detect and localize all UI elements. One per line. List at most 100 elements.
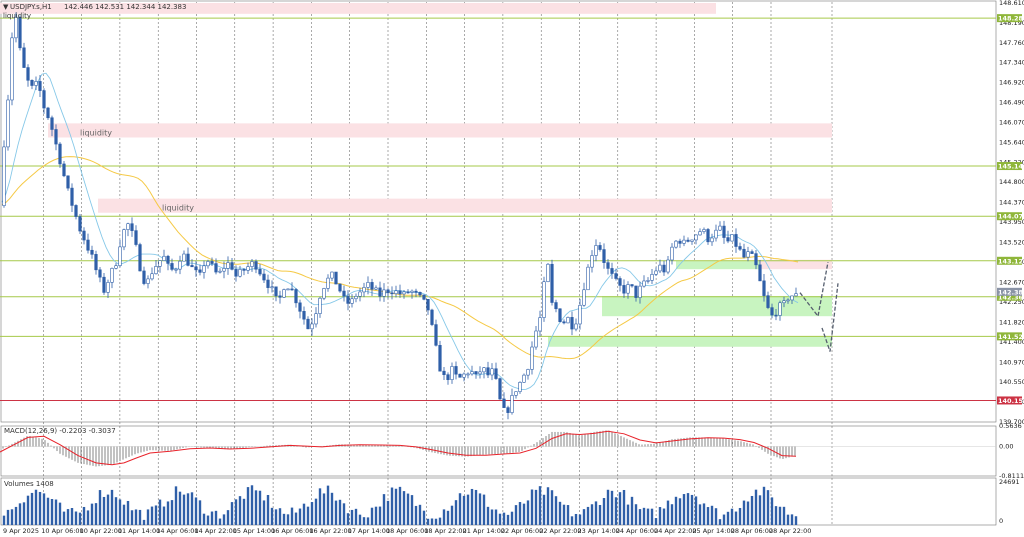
candle [202, 265, 206, 273]
time-label: 22 Apr 22:00 [539, 527, 581, 535]
time-label: 22 Apr 06:00 [501, 527, 543, 535]
candle [774, 314, 778, 317]
volume-bar [758, 495, 762, 525]
volume-bar [642, 507, 646, 525]
volume-bar [690, 494, 694, 525]
level-tag-label: 148.288 [998, 15, 1024, 23]
volume-bar [218, 518, 222, 525]
volume-bar [766, 490, 770, 525]
candle [602, 249, 606, 263]
candle [210, 261, 214, 264]
liquidity-top-label: liquidity [3, 12, 31, 20]
level-tag [997, 396, 1022, 405]
volume-bar [614, 497, 618, 525]
volume-bar [582, 509, 586, 525]
supply-zone [0, 3, 716, 14]
volume-bar [542, 494, 546, 525]
candle [50, 117, 54, 130]
volume-bar [286, 514, 290, 525]
volume-bar [162, 506, 166, 525]
volume-bar [734, 511, 738, 525]
candle [78, 216, 82, 232]
volume-bar [282, 513, 286, 525]
candle [450, 366, 454, 380]
candle [262, 273, 266, 281]
candle [650, 274, 654, 281]
candle [246, 266, 250, 271]
volume-bar [66, 509, 70, 525]
candle [642, 280, 646, 287]
price-tag-label: 142.383 [998, 288, 1024, 296]
volume-bar [190, 492, 194, 525]
candle [174, 268, 178, 271]
volume-bar [110, 489, 114, 525]
candle [354, 296, 358, 300]
volume-bar [774, 506, 778, 525]
candle [606, 262, 610, 269]
volume-bar [454, 500, 458, 525]
volume-bar [562, 504, 566, 525]
volume-bar [446, 510, 450, 525]
candle [258, 268, 262, 275]
candle [362, 287, 366, 293]
candle [234, 269, 238, 277]
time-label: 18 Apr 22:00 [424, 527, 466, 535]
candle [250, 261, 254, 267]
volume-bar [54, 499, 58, 525]
price-tick: 145.640 [999, 139, 1024, 147]
volume-bar [10, 509, 14, 525]
candle [778, 302, 782, 316]
candle [634, 285, 638, 298]
candle [314, 313, 318, 325]
volume-bar [586, 506, 590, 525]
volume-bar [114, 497, 118, 525]
volume-bar [194, 497, 198, 525]
volume-bar [130, 510, 134, 525]
projection-path [799, 261, 829, 318]
candle [82, 230, 86, 241]
candle [458, 373, 462, 378]
volume-bar [22, 502, 26, 525]
volume-bar [122, 504, 126, 525]
volume-bar [666, 500, 670, 525]
volume-bar [350, 509, 354, 525]
candle [134, 230, 138, 245]
candle [58, 143, 62, 165]
time-label: 28 Apr 06:00 [731, 527, 773, 535]
zone-label: liquidity [162, 204, 194, 213]
price-tick: 143.520 [999, 238, 1024, 246]
volume-bar [326, 485, 330, 525]
candle [370, 282, 374, 290]
volume-bar [310, 502, 314, 525]
candle [322, 288, 326, 299]
volume-bar [174, 486, 178, 525]
volume-bar [246, 487, 250, 525]
volume-bar [82, 506, 86, 525]
candle [646, 280, 650, 282]
candle [614, 273, 618, 279]
volume-bar [782, 506, 786, 525]
candle [478, 371, 482, 375]
time-label: 14 Apr 22:00 [195, 527, 237, 535]
candle [618, 278, 622, 286]
volume-bar [298, 508, 302, 525]
level-tag-label: 144.076 [998, 213, 1024, 221]
volume-bar [670, 504, 674, 525]
candle [66, 175, 70, 189]
candle [30, 79, 34, 86]
candle [242, 269, 246, 271]
candle [658, 264, 662, 272]
volume-bar [278, 508, 282, 525]
candle [182, 253, 186, 262]
candle [554, 302, 558, 310]
volume-bar [682, 494, 686, 525]
volume-bar [274, 509, 278, 525]
volume-bar [338, 499, 342, 525]
time-label: 10 Apr 06:00 [41, 527, 83, 535]
candle [38, 81, 42, 91]
candle [386, 289, 390, 294]
candle [46, 107, 50, 119]
volume-bar [474, 489, 478, 525]
time-label: 16 Apr 06:00 [271, 527, 313, 535]
